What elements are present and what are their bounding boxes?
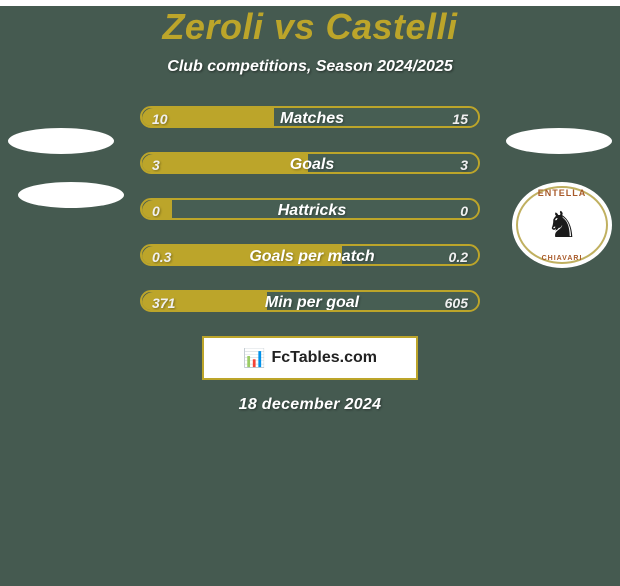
page-title: Zeroli vs Castelli xyxy=(0,6,620,48)
date-text: 18 december 2024 xyxy=(0,396,620,414)
bar-left-value: 371 xyxy=(152,292,175,312)
bar-left-value: 0 xyxy=(152,200,160,220)
bar-row: 33Goals xyxy=(140,152,480,174)
bar-row: 00Hattricks xyxy=(140,198,480,220)
bar-left-value: 3 xyxy=(152,154,160,174)
bar-row: 371605Min per goal xyxy=(140,290,480,312)
bar-right-value: 15 xyxy=(452,108,468,128)
bar-right-value: 0 xyxy=(460,200,468,220)
bar-left-fill xyxy=(142,154,312,174)
chart-icon: 📊 xyxy=(243,348,265,369)
subtitle: Club competitions, Season 2024/2025 xyxy=(0,58,620,76)
bar-right-fill xyxy=(308,154,478,174)
bar-right-value: 0.2 xyxy=(449,246,468,266)
bar-left-fill xyxy=(142,246,346,266)
attribution-text: FcTables.com xyxy=(271,349,377,367)
bar-left-value: 10 xyxy=(152,108,168,128)
bar-right-value: 605 xyxy=(445,292,468,312)
bar-right-fill xyxy=(274,108,478,128)
comparison-bars: 1015Matches33Goals00Hattricks0.30.2Goals… xyxy=(0,106,620,312)
comparison-card: Zeroli vs Castelli Club competitions, Se… xyxy=(0,6,620,586)
bar-row: 1015Matches xyxy=(140,106,480,128)
bar-right-value: 3 xyxy=(460,154,468,174)
bar-left-value: 0.3 xyxy=(152,246,171,266)
bar-right-fill xyxy=(172,200,478,220)
bar-row: 0.30.2Goals per match xyxy=(140,244,480,266)
attribution-badge: 📊 FcTables.com xyxy=(202,336,418,380)
